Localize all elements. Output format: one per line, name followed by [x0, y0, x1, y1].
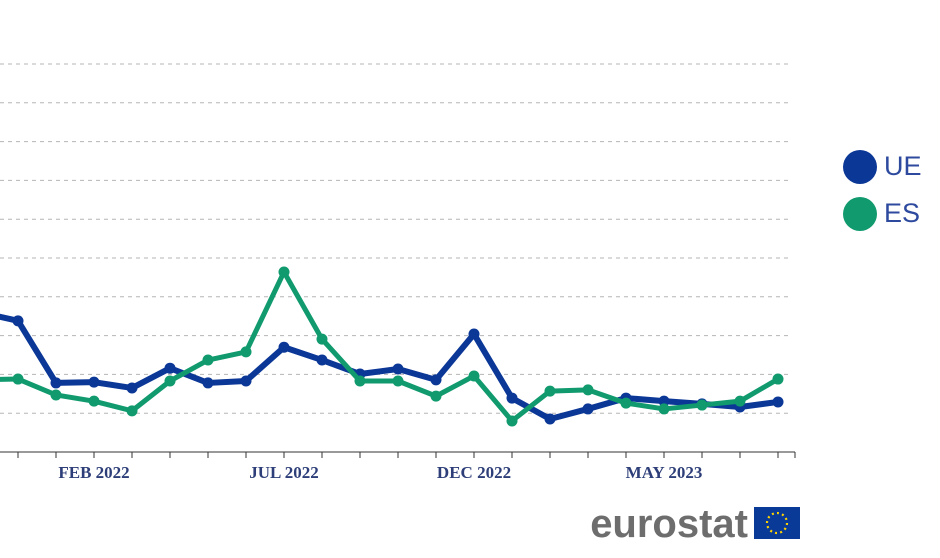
data-point	[164, 375, 176, 387]
series-line	[0, 269, 780, 424]
data-point	[468, 370, 480, 382]
data-point	[12, 373, 24, 385]
data-point	[202, 354, 214, 366]
data-point	[88, 395, 100, 407]
data-point	[772, 396, 784, 408]
data-point	[12, 315, 24, 327]
legend-label: UE	[884, 151, 922, 181]
x-tick-label: MAY 2023	[626, 463, 703, 482]
legend-label: ES	[884, 198, 920, 228]
data-point	[126, 382, 138, 394]
series-line	[0, 313, 779, 423]
data-point	[88, 376, 100, 388]
data-point	[316, 354, 328, 366]
data-point	[658, 403, 670, 415]
data-point	[392, 363, 404, 375]
data-point	[772, 373, 784, 385]
logo-text: eurostat	[590, 502, 748, 546]
legend-swatch	[843, 197, 877, 231]
data-point	[126, 405, 138, 417]
data-point	[278, 266, 290, 278]
data-point	[620, 397, 632, 409]
data-point	[240, 375, 252, 387]
data-point	[50, 377, 62, 389]
data-point	[240, 346, 252, 358]
data-point	[582, 384, 594, 396]
data-point	[696, 399, 708, 411]
data-point	[430, 374, 442, 386]
data-point	[506, 415, 518, 427]
data-point	[354, 375, 366, 387]
data-point	[430, 390, 442, 402]
data-point	[164, 362, 176, 374]
data-point	[582, 403, 594, 415]
data-point	[278, 341, 290, 353]
x-tick-label: JUL 2022	[249, 463, 318, 482]
data-point	[544, 385, 556, 397]
eu-flag	[754, 507, 800, 539]
x-tick-label: FEB 2022	[58, 463, 129, 482]
data-point	[658, 395, 670, 407]
data-point	[202, 377, 214, 389]
data-point	[468, 328, 480, 340]
x-tick-label: DEC 2022	[437, 463, 511, 482]
data-point	[50, 389, 62, 401]
data-point	[734, 395, 746, 407]
data-point	[392, 375, 404, 387]
legend-swatch	[843, 150, 877, 184]
data-point	[316, 333, 328, 345]
data-point	[544, 413, 556, 425]
data-point	[506, 392, 518, 404]
